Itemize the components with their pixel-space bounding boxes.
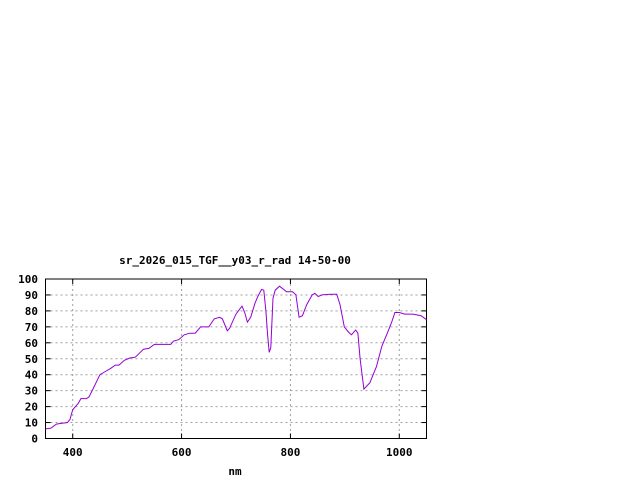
y-tick-label: 30 — [25, 385, 38, 398]
y-tick-label: 20 — [25, 401, 38, 414]
chart-title: sr_2026_015_TGF__y03_r_rad 14-50-00 — [119, 254, 351, 267]
x-tick-label: 800 — [280, 446, 300, 459]
y-tick-label: 90 — [25, 289, 38, 302]
y-tick-label: 80 — [25, 305, 38, 318]
x-tick-label: 600 — [172, 446, 192, 459]
y-tick-label: 70 — [25, 321, 38, 334]
plot-frame — [45, 278, 427, 439]
x-tick-label: 1000 — [386, 446, 413, 459]
y-tick-label: 50 — [25, 353, 38, 366]
y-tick-label: 40 — [25, 369, 38, 382]
y-tick-label: 60 — [25, 337, 38, 350]
y-tick-label: 0 — [31, 433, 38, 446]
y-tick-label: 10 — [25, 417, 38, 430]
y-tick-label: 100 — [18, 273, 38, 286]
series-line — [45, 285, 427, 430]
x-axis-label: nm — [228, 465, 242, 478]
x-tick-label: 400 — [63, 446, 83, 459]
ticks: 0 10 20 30 40 50 60 70 80 90 100 400 600 800 1000 — [18, 273, 427, 459]
grid — [45, 279, 427, 439]
